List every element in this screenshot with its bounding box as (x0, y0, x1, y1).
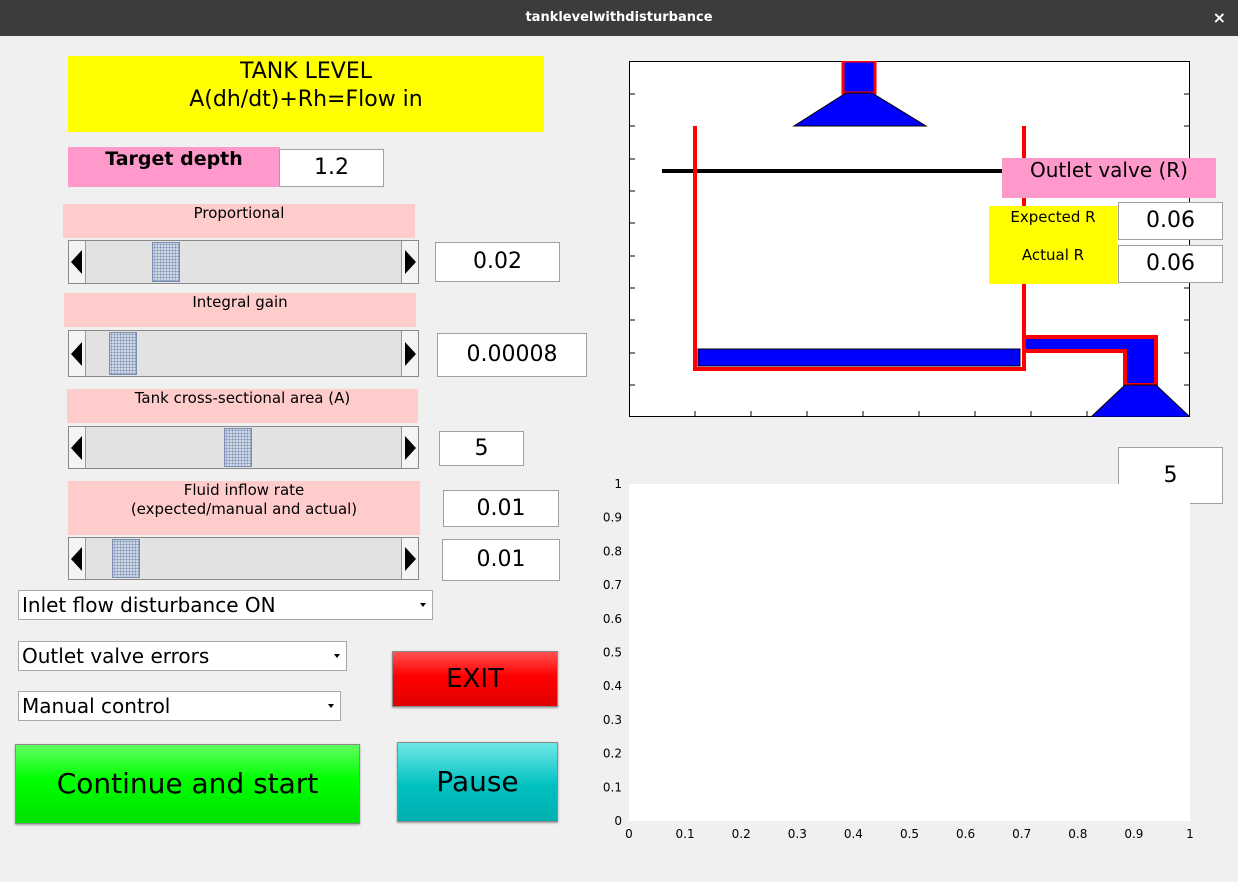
outlet-r-labels: Expected R Actual R (989, 206, 1117, 284)
tank-fluid (697, 348, 1021, 367)
x-tick-label: 0.1 (676, 827, 695, 841)
tank-area-value[interactable]: 5 (439, 431, 524, 466)
equation-header: TANK LEVEL A(dh/dt)+Rh=Flow in (68, 56, 544, 132)
target-depth-label: Target depth (68, 147, 280, 187)
y-tick-label: 0.9 (603, 511, 622, 525)
integral-gain-label: Integral gain (64, 293, 416, 327)
y-tick-label: 0.1 (603, 780, 622, 794)
x-tick-label: 0.6 (956, 827, 975, 841)
level-plot-canvas: 0 0.1 0.2 0.3 0.4 0.5 0.6 0.7 0.8 0.9 1 0 0.1 0.2 0.3 0… (603, 477, 1194, 841)
outlet-valve-label: Outlet valve (R) (1002, 158, 1216, 198)
slider-left-arrow-icon[interactable] (69, 538, 86, 579)
x-tick-label: 0 (625, 827, 633, 841)
x-tick-label: 0.2 (732, 827, 751, 841)
target-depth-input[interactable]: 1.2 (279, 149, 384, 187)
proportional-slider[interactable] (68, 240, 419, 284)
y-tick-label: 0.7 (603, 578, 622, 592)
window-title: tanklevelwithdisturbance (525, 10, 713, 25)
integral-gain-slider[interactable] (68, 330, 419, 377)
y-tick-label: 0.3 (603, 713, 622, 727)
valve-errors-dropdown[interactable]: Outlet valve errors (18, 641, 347, 671)
valve-errors-selected: Outlet valve errors (22, 644, 210, 668)
inflow-label-line1: Fluid inflow rate (183, 481, 305, 499)
slider-thumb[interactable] (152, 242, 180, 282)
chevron-down-icon (420, 603, 426, 607)
slider-thumb[interactable] (108, 332, 137, 375)
slider-right-arrow-icon[interactable] (401, 538, 418, 579)
y-tick-label: 0 (614, 814, 622, 828)
y-tick-label: 0.5 (603, 646, 622, 660)
actual-r-value: 0.06 (1118, 245, 1223, 283)
control-mode-dropdown[interactable]: Manual control (18, 691, 341, 721)
slider-right-arrow-icon[interactable] (401, 331, 418, 376)
inlet-nozzle (792, 92, 928, 127)
pause-button[interactable]: Pause (397, 742, 558, 822)
slider-thumb[interactable] (223, 428, 252, 467)
tank-walls (693, 126, 1026, 371)
slider-thumb[interactable] (111, 539, 140, 578)
close-icon[interactable]: × (1212, 8, 1226, 27)
slider-left-arrow-icon[interactable] (69, 241, 86, 283)
x-tick-label: 0.8 (1068, 827, 1087, 841)
chevron-down-icon (328, 704, 334, 708)
control-mode-selected: Manual control (22, 694, 171, 718)
x-tick-label: 0.7 (1012, 827, 1031, 841)
inflow-label: Fluid inflow rate (expected/manual and a… (68, 481, 420, 535)
expected-r-input[interactable]: 0.06 (1118, 202, 1223, 240)
x-tick-label: 0.5 (900, 827, 919, 841)
outlet-nozzle (1090, 384, 1190, 417)
inflow-slider[interactable] (68, 537, 419, 580)
slider-left-arrow-icon[interactable] (69, 331, 86, 376)
x-tick-label: 0.9 (1124, 827, 1143, 841)
y-tick-label: 0.8 (603, 544, 622, 558)
integral-gain-value[interactable]: 0.00008 (437, 333, 587, 377)
y-tick-label: 1 (614, 477, 622, 491)
chevron-down-icon (334, 654, 340, 658)
x-tick-label: 1 (1186, 827, 1194, 841)
inflow-expected-value[interactable]: 0.01 (443, 490, 559, 527)
y-tick-label: 0.2 (603, 747, 622, 761)
exit-button[interactable]: EXIT (392, 651, 558, 707)
continue-start-button[interactable]: Continue and start (15, 744, 360, 824)
window-titlebar: tanklevelwithdisturbance × (0, 0, 1238, 36)
proportional-label: Proportional (63, 204, 415, 238)
outlet-pipe (1022, 335, 1158, 387)
y-tick-label: 0.4 (603, 679, 622, 693)
level-plot: 0 0.1 0.2 0.3 0.4 0.5 0.6 0.7 0.8 0.9 1 0 0.1 0.2 0.3 0… (590, 476, 1210, 846)
slider-left-arrow-icon[interactable] (69, 427, 86, 468)
slider-right-arrow-icon[interactable] (401, 427, 418, 468)
tank-area-label: Tank cross-sectional area (A) (67, 389, 418, 423)
disturbance-dropdown[interactable]: Inlet flow disturbance ON (18, 590, 433, 620)
header-equation: A(dh/dt)+Rh=Flow in (189, 87, 423, 112)
inflow-actual-value: 0.01 (442, 539, 560, 581)
x-tick-label: 0.3 (788, 827, 807, 841)
x-tick-label: 0.4 (844, 827, 863, 841)
disturbance-selected: Inlet flow disturbance ON (22, 593, 276, 617)
header-title: TANK LEVEL (239, 59, 373, 84)
proportional-value[interactable]: 0.02 (435, 242, 560, 282)
expected-r-label: Expected R (1010, 208, 1096, 226)
actual-r-label: Actual R (1021, 246, 1085, 264)
inflow-label-line2: (expected/manual and actual) (130, 500, 358, 518)
tank-area-slider[interactable] (68, 426, 419, 469)
y-tick-label: 0.6 (603, 612, 622, 626)
plot-area (629, 484, 1190, 821)
inlet-pipe (841, 61, 877, 95)
slider-right-arrow-icon[interactable] (401, 241, 418, 283)
